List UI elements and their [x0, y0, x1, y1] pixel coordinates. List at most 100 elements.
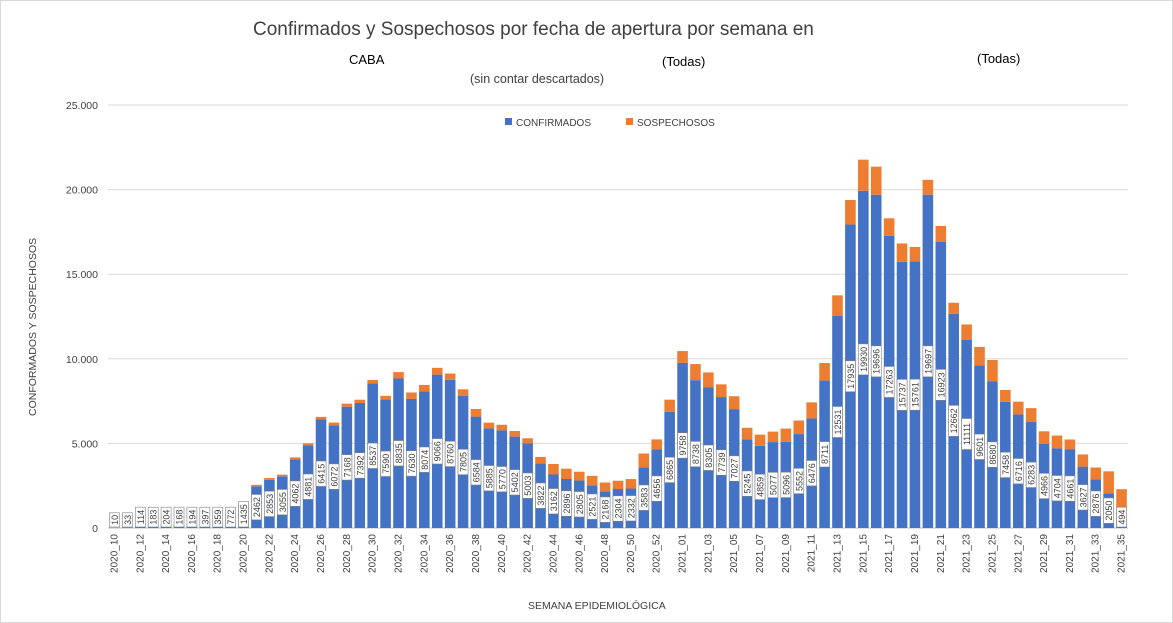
data-label-confirmados: 5096	[780, 471, 791, 498]
data-label-confirmados: 10	[109, 512, 120, 528]
x-tick-label: 2020_20	[239, 534, 250, 573]
x-tick-label: 2021_07	[755, 534, 766, 573]
bars	[109, 159, 1127, 529]
bar-sospechosos	[289, 457, 301, 460]
svg-text:2168: 2168	[601, 500, 611, 520]
svg-text:7458: 7458	[1001, 455, 1011, 475]
bar-sospechosos	[496, 424, 508, 431]
bar-sospechosos	[1025, 408, 1037, 422]
bar-sospechosos	[419, 384, 430, 392]
bar-sospechosos	[638, 453, 650, 468]
x-tick-label: 2020_38	[471, 534, 482, 573]
chart-subtitle: (sin contar descartados)	[470, 72, 605, 86]
data-label-confirmados: 3583	[638, 484, 649, 511]
svg-text:4966: 4966	[1040, 476, 1050, 496]
x-tick-label: 2020_46	[574, 534, 585, 573]
svg-text:5402: 5402	[510, 472, 520, 492]
data-label-confirmados: 6415	[315, 460, 327, 487]
svg-text:2304: 2304	[614, 498, 624, 518]
data-label-confirmados: 2462	[251, 494, 262, 521]
svg-text:3055: 3055	[278, 492, 288, 512]
data-label-confirmados: 204	[160, 506, 172, 528]
data-label-confirmados: 7168	[341, 454, 352, 481]
x-tick-label: 2020_40	[497, 534, 508, 573]
svg-text:194: 194	[187, 510, 197, 525]
legend-swatch-confirmados	[505, 118, 512, 125]
svg-text:19930: 19930	[859, 347, 869, 372]
bar-sospechosos	[819, 363, 830, 381]
svg-text:2521: 2521	[588, 497, 598, 517]
data-label-confirmados: 16923	[935, 369, 946, 401]
svg-text:3822: 3822	[536, 486, 546, 506]
bar-sospechosos	[1103, 471, 1114, 494]
bar-sospechosos	[302, 443, 314, 446]
data-label-confirmados: 12531	[832, 406, 843, 438]
y-tick-label: 15.000	[66, 269, 98, 281]
data-label-confirmados: 114	[134, 506, 146, 528]
bar-sospechosos	[703, 372, 714, 388]
data-label-confirmados: 2332	[625, 495, 636, 522]
data-label-confirmados: 2050	[1103, 497, 1114, 524]
bar-sospechosos	[625, 479, 637, 489]
data-label-confirmados: 19697	[922, 345, 933, 378]
y-axis-title: CONFORMADOS Y SOSPECHOSOS	[27, 238, 39, 416]
bar-sospechosos	[509, 431, 521, 437]
data-label-confirmados: 7027	[728, 455, 740, 482]
svg-text:16923: 16923	[936, 372, 946, 397]
data-label-confirmados: 194	[186, 506, 197, 528]
data-label-confirmados: 2805	[573, 491, 585, 518]
y-tick-label: 25.000	[66, 100, 98, 112]
data-label-confirmados: 15737	[896, 379, 908, 411]
bar-sospechosos	[367, 380, 378, 384]
data-label-confirmados: 3055	[277, 489, 288, 516]
svg-text:183: 183	[149, 510, 159, 525]
bar-sospechosos	[728, 396, 740, 410]
data-label-confirmados: 2168	[599, 496, 611, 523]
bar-sospechosos	[793, 420, 805, 435]
svg-text:5770: 5770	[497, 469, 507, 489]
data-label-confirmados: 9601	[974, 433, 985, 460]
svg-text:7392: 7392	[355, 455, 365, 475]
svg-text:5003: 5003	[523, 476, 533, 496]
legend-swatch-sospechosos	[626, 118, 633, 125]
bar-sospechosos	[858, 159, 869, 191]
svg-text:6716: 6716	[1014, 461, 1024, 481]
filter-1: (Todas)	[662, 54, 706, 69]
svg-text:7027: 7027	[730, 459, 740, 479]
svg-text:4704: 4704	[1052, 478, 1062, 498]
x-tick-label: 2020_30	[368, 534, 379, 573]
data-label-confirmados: 168	[173, 506, 185, 528]
svg-text:5245: 5245	[743, 474, 753, 494]
bar-sospechosos	[909, 246, 921, 262]
svg-text:3583: 3583	[639, 488, 649, 508]
y-tick-label: 5.000	[72, 438, 98, 450]
data-label-confirmados: 8680	[987, 441, 998, 468]
y-tick-label: 20.000	[66, 185, 98, 197]
x-tick-label: 2021_29	[1039, 534, 1050, 573]
x-tick-label: 2021_25	[987, 534, 998, 573]
data-label-confirmados: 7392	[354, 452, 365, 479]
bar-sospechosos	[612, 480, 624, 490]
data-label-confirmados: 183	[147, 506, 159, 528]
bar-sospechosos	[573, 471, 585, 481]
legend-label-sospechosos: SOSPECHOSOS	[637, 118, 715, 129]
data-label-confirmados: 6476	[806, 460, 817, 487]
data-label-confirmados: 8738	[690, 441, 701, 468]
data-label-confirmados: 8537	[367, 442, 378, 469]
bar-sospechosos	[1051, 435, 1063, 449]
svg-text:5885: 5885	[484, 468, 494, 488]
svg-text:3627: 3627	[1078, 487, 1088, 507]
data-label-confirmados: 2896	[561, 490, 572, 517]
svg-text:8074: 8074	[420, 450, 430, 470]
bar-sospechosos	[483, 422, 495, 429]
bar-sospechosos	[935, 225, 947, 242]
bar-sospechosos	[1090, 467, 1102, 480]
x-tick-label: 2021_27	[1013, 534, 1024, 573]
legend: CONFIRMADOS SOSPECHOSOS	[505, 118, 715, 129]
data-label-confirmados: 4859	[754, 473, 766, 500]
x-tick-label: 2021_15	[858, 534, 869, 573]
svg-text:9601: 9601	[975, 437, 985, 457]
x-tick-label: 2020_26	[316, 534, 327, 573]
x-tick-label: 2020_34	[419, 534, 430, 573]
data-label-confirmados: 4966	[1038, 472, 1050, 499]
